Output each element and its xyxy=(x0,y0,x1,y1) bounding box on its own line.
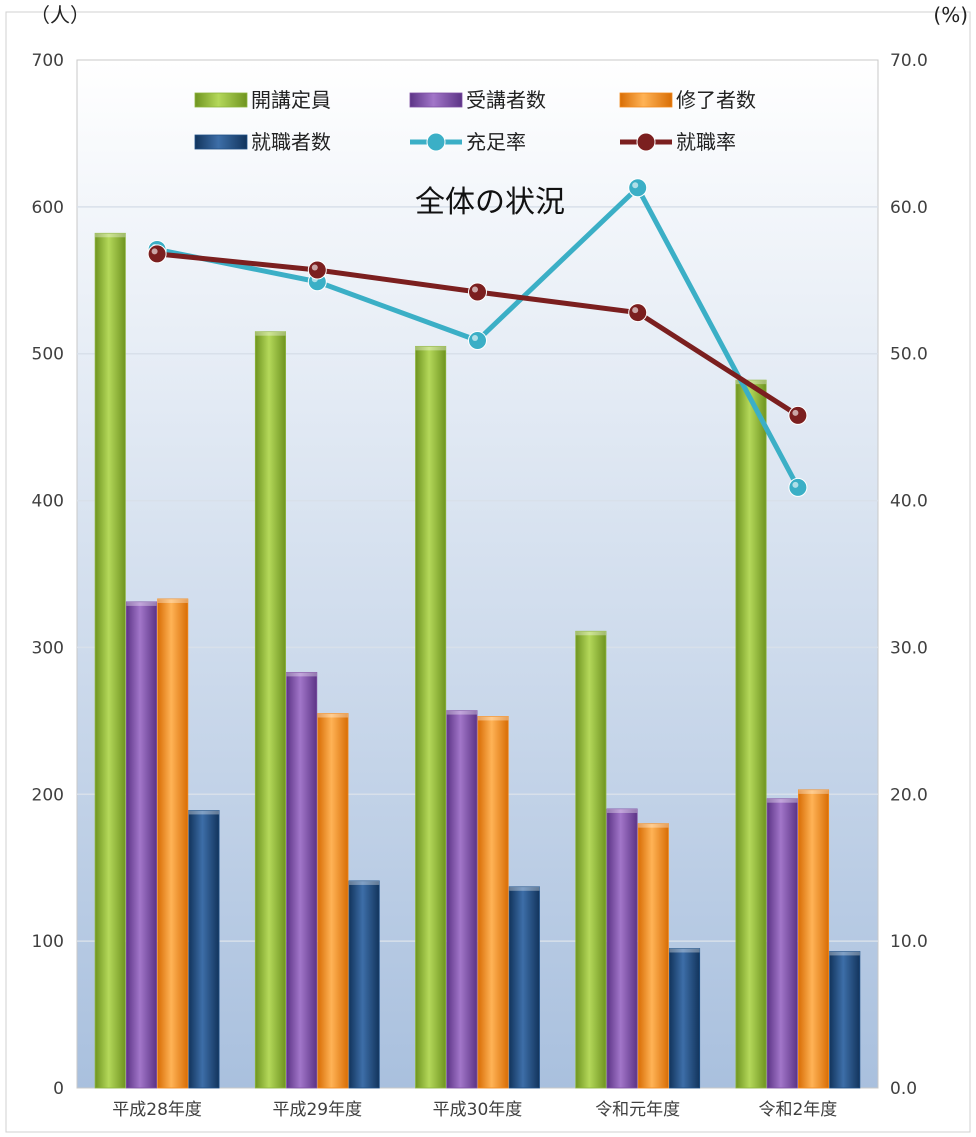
bar-cap xyxy=(606,808,638,813)
legend-label-5: 就職率 xyxy=(676,130,736,154)
point-1-0 xyxy=(147,244,167,264)
bar-0-0 xyxy=(94,232,126,1089)
bar-cap xyxy=(669,948,700,953)
point-1-2 xyxy=(468,282,487,302)
bar-cap xyxy=(157,598,188,603)
bar-1-1 xyxy=(286,671,318,1089)
legend-label-4: 充足率 xyxy=(466,130,526,154)
legend-swatch-1 xyxy=(409,92,463,108)
legend-label-2: 修了者数 xyxy=(676,88,756,112)
bar-0-4 xyxy=(735,379,767,1089)
bar-cap xyxy=(767,798,798,803)
point-1-3 xyxy=(628,303,648,323)
point-shine xyxy=(632,307,639,314)
y-left-tick-label: 400 xyxy=(32,492,64,512)
legend-marker-5 xyxy=(636,132,656,152)
bar-cap xyxy=(126,601,157,606)
bar-2-0 xyxy=(157,598,189,1089)
point-0-3 xyxy=(628,178,648,198)
bar-cap xyxy=(415,346,446,351)
bar-3-3 xyxy=(669,948,701,1089)
point-0-2 xyxy=(468,330,487,350)
y-right-tick-label: 70.0 xyxy=(890,51,928,71)
chart-title: 全体の状況 xyxy=(415,185,565,220)
bar-cap xyxy=(255,331,286,336)
bar-cap xyxy=(317,713,349,718)
bar-cap xyxy=(95,233,126,238)
y-right-tick-label: 20.0 xyxy=(890,785,928,805)
legend-label-0: 開講定員 xyxy=(251,88,331,112)
y-right-tick-label: 10.0 xyxy=(890,932,928,952)
point-shine xyxy=(792,481,799,488)
point-1-4 xyxy=(788,405,808,425)
bar-0-3 xyxy=(575,630,607,1089)
bar-cap xyxy=(286,672,317,677)
bar-cap xyxy=(509,886,540,891)
y-right-tick-label: 40.0 xyxy=(890,492,928,512)
legend-swatch-2 xyxy=(619,92,673,108)
y-left-tick-label: 200 xyxy=(32,785,64,805)
y-left-tick-label: 100 xyxy=(32,932,64,952)
legend-swatch-3 xyxy=(194,134,248,150)
y-right-tick-label: 0.0 xyxy=(890,1079,917,1099)
y-left-tick-label: 0 xyxy=(53,1079,64,1099)
y-left-tick-label: 700 xyxy=(32,51,64,71)
y-right-tick-label: 60.0 xyxy=(890,198,928,218)
bar-3-4 xyxy=(829,951,861,1089)
y-right-unit: (%) xyxy=(933,3,968,27)
point-1-1 xyxy=(307,260,327,280)
x-tick-label: 平成30年度 xyxy=(433,1100,523,1120)
bar-2-2 xyxy=(477,716,509,1089)
point-shine xyxy=(151,248,158,255)
point-shine xyxy=(311,264,318,271)
legend-marker-4 xyxy=(426,132,446,152)
bar-cap xyxy=(446,710,477,715)
y-left-tick-label: 300 xyxy=(32,638,64,658)
bar-1-4 xyxy=(766,798,798,1089)
bar-1-3 xyxy=(606,808,638,1089)
bar-cap xyxy=(575,631,606,636)
point-shine xyxy=(792,409,799,416)
bar-cap xyxy=(798,789,829,794)
line-series xyxy=(147,178,808,497)
x-tick-label: 令和2年度 xyxy=(758,1100,837,1120)
bar-cap xyxy=(188,810,220,815)
bar-2-4 xyxy=(798,789,830,1089)
legend-label-1: 受講者数 xyxy=(466,88,546,112)
y-left-tick-label: 600 xyxy=(32,198,64,218)
y-left-tick-label: 500 xyxy=(32,345,64,365)
y-right-tick-label: 50.0 xyxy=(890,345,928,365)
bar-0-2 xyxy=(415,345,447,1089)
bar-cap xyxy=(735,380,767,385)
bar-cap xyxy=(349,880,380,885)
bar-3-2 xyxy=(508,886,540,1089)
bar-0-1 xyxy=(254,331,286,1089)
bar-1-2 xyxy=(446,710,478,1089)
point-shine xyxy=(472,334,478,341)
bar-cap xyxy=(638,823,669,828)
bar-3-1 xyxy=(348,880,380,1089)
bar-series xyxy=(94,232,861,1089)
point-shine xyxy=(472,286,478,293)
point-0-4 xyxy=(788,477,808,497)
y-right-tick-label: 30.0 xyxy=(890,638,928,658)
axes: 0 0.0 100 10.0 200 20.0 300 30.0 400 40.0 500 50.0 6… xyxy=(32,51,928,1120)
point-shine xyxy=(632,182,639,189)
bar-cap xyxy=(478,716,509,721)
x-tick-label: 平成29年度 xyxy=(272,1100,362,1120)
x-tick-label: 平成28年度 xyxy=(112,1100,202,1120)
legend-label-3: 就職者数 xyxy=(251,130,331,154)
bar-1-0 xyxy=(125,601,158,1089)
y-left-unit: （人） xyxy=(30,3,90,27)
bar-2-1 xyxy=(317,713,349,1089)
legend-swatch-0 xyxy=(194,92,248,108)
x-tick-label: 令和元年度 xyxy=(595,1100,680,1120)
bar-cap xyxy=(829,951,860,956)
bar-3-0 xyxy=(188,810,220,1089)
bar-2-3 xyxy=(637,823,669,1089)
